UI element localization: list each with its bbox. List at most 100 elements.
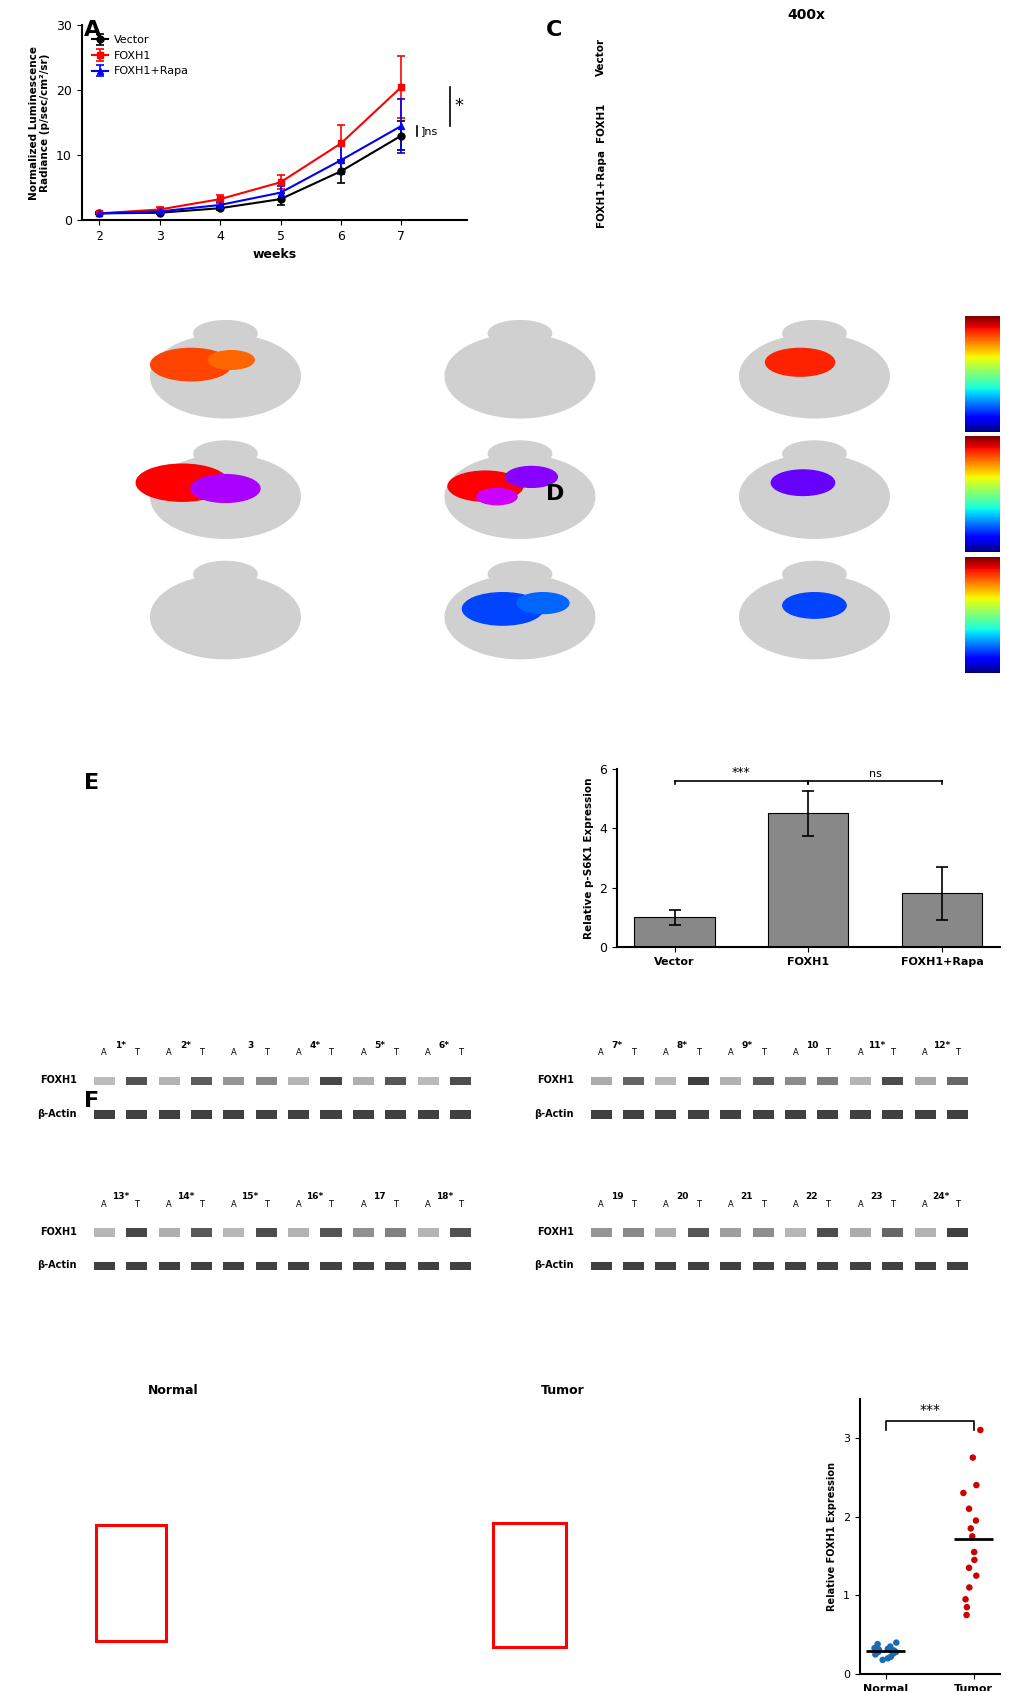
Bar [223,1228,245,1236]
Text: T: T [458,1048,463,1057]
Text: 21: 21 [740,1192,752,1201]
Text: A: A [598,1048,603,1057]
Text: T: T [760,1199,765,1209]
Bar [191,1111,212,1119]
Bar [158,1077,179,1086]
Ellipse shape [151,455,300,538]
Bar [946,1261,967,1270]
Bar [96,1525,166,1640]
Text: 19: 19 [610,1192,623,1201]
Bar [320,1228,341,1236]
Text: 11*: 11* [867,1042,884,1050]
Text: T: T [890,1048,895,1057]
Point [960,1495,976,1522]
Bar [353,1111,374,1119]
Bar [849,1077,870,1086]
Bar [785,1077,805,1086]
Text: T: T [393,1048,397,1057]
Bar [191,1261,212,1270]
Bar [623,1228,643,1236]
Text: A: A [425,1199,431,1209]
Text: A: A [230,1048,236,1057]
Bar [687,1228,708,1236]
Text: 24*: 24* [931,1192,949,1201]
Text: 4*: 4* [309,1042,320,1050]
Bar [623,1077,643,1086]
Point [965,1539,981,1566]
Text: T: T [890,1199,895,1209]
Bar [417,1111,438,1119]
Ellipse shape [739,335,889,418]
Text: ***: *** [732,766,750,780]
Bar [287,1111,309,1119]
Bar [158,1111,179,1119]
Bar [914,1111,934,1119]
Bar [158,1228,179,1236]
Bar [655,1261,676,1270]
Bar [785,1111,805,1119]
Bar [752,1261,772,1270]
Point [884,1640,901,1667]
Circle shape [151,348,231,380]
Title: 400x: 400x [787,8,825,22]
Bar [449,1077,471,1086]
Point [866,1640,882,1667]
Point [957,1586,973,1613]
Ellipse shape [782,561,846,587]
Bar [590,1228,611,1236]
Text: A: A [360,1199,366,1209]
X-axis label: weeks: weeks [252,249,297,260]
Text: T: T [954,1048,959,1057]
Point [878,1635,895,1662]
Bar [417,1228,438,1236]
Text: 14*: 14* [176,1192,194,1201]
Bar [752,1111,772,1119]
Text: 20: 20 [676,1192,688,1201]
Text: A: A [425,1048,431,1057]
Text: 2*: 2* [179,1042,191,1050]
Point [878,1645,895,1672]
Bar [590,1077,611,1086]
Ellipse shape [739,455,889,538]
Text: 5*: 5* [374,1042,385,1050]
Bar [914,1077,934,1086]
Circle shape [208,350,254,369]
Point [967,1471,983,1498]
Ellipse shape [194,561,257,587]
Bar [655,1077,676,1086]
Point [971,1417,987,1444]
Text: T: T [695,1199,700,1209]
Ellipse shape [444,335,594,418]
Circle shape [765,348,834,375]
Point [869,1639,886,1666]
Text: T: T [458,1199,463,1209]
Bar [385,1077,406,1086]
Text: FOXH1+Rapa: FOXH1+Rapa [595,149,605,227]
Bar [752,1077,772,1086]
Text: 6*: 6* [438,1042,449,1050]
Bar [353,1077,374,1086]
Y-axis label: Normalized Luminescence
Radiance (p/sec/cm²/sr): Normalized Luminescence Radiance (p/sec/… [29,46,50,200]
Bar [719,1261,741,1270]
Circle shape [447,472,523,501]
Text: A: A [166,1048,172,1057]
Ellipse shape [782,321,846,347]
Ellipse shape [151,335,300,418]
Text: 18*: 18* [435,1192,452,1201]
Text: A: A [360,1048,366,1057]
Text: FOXH1+Rapa: FOXH1+Rapa [0,610,47,619]
Text: T: T [264,1199,268,1209]
Point [881,1644,898,1671]
Ellipse shape [739,575,889,659]
Text: A: A [728,1199,733,1209]
Text: FOXH1: FOXH1 [40,1075,76,1086]
Text: FOXH1: FOXH1 [5,489,47,499]
Point [967,1507,983,1534]
Text: 15*: 15* [242,1192,259,1201]
Bar [126,1261,147,1270]
Text: 7*: 7* [611,1042,623,1050]
Bar [623,1261,643,1270]
Text: ns: ns [868,769,880,780]
Text: B: B [84,233,101,254]
Text: A: A [662,1199,668,1209]
